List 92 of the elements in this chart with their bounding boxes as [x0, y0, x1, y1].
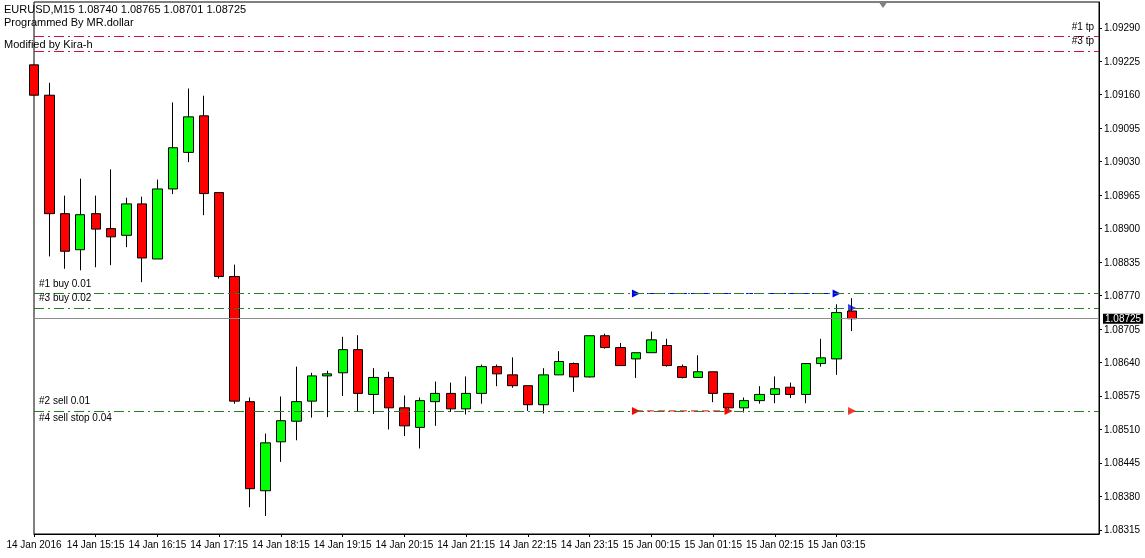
- candlestick: [785, 382, 795, 399]
- candlestick: [353, 334, 363, 413]
- candlestick: [554, 350, 564, 376]
- candlestick: [677, 364, 687, 379]
- candlestick: [492, 364, 502, 387]
- ref-line-label: #3 buy 0.02: [39, 292, 92, 304]
- x-tick-label: 14 Jan 18:15: [252, 538, 311, 550]
- x-tick-label: 14 Jan 16:15: [128, 538, 187, 550]
- candlestick: [415, 397, 425, 450]
- point: [848, 406, 857, 415]
- x-tick-label: 14 Jan 19:15: [313, 538, 373, 550]
- y-tick-label: 1.08705: [1104, 323, 1141, 335]
- candlestick: [322, 370, 332, 418]
- candlestick: [600, 333, 610, 350]
- candlestick: [338, 336, 348, 397]
- y-tick-label: 1.08835: [1104, 256, 1141, 268]
- candlestick: [754, 385, 765, 405]
- ref-line-label: 1.08725: [1105, 313, 1142, 325]
- candlestick: [708, 371, 718, 403]
- candlestick: [662, 338, 672, 368]
- ref-line-label: #2 sell 0.01: [39, 395, 91, 407]
- candlestick: [816, 338, 826, 368]
- candlestick: [152, 179, 163, 260]
- candlestick: [229, 264, 240, 405]
- candlestick: [801, 363, 811, 404]
- candlestick: [260, 433, 271, 517]
- y-tick-label: 1.08510: [1104, 423, 1141, 435]
- x-tick-label: 14 Jan 17:15: [190, 538, 249, 550]
- x-tick-label: 15 Jan 03:15: [807, 538, 866, 550]
- candlestick: [199, 95, 209, 216]
- candlestick: [91, 195, 101, 268]
- y-tick-label: 1.08900: [1104, 223, 1141, 235]
- candlestick: [245, 397, 255, 508]
- ref-line-label: #1 buy 0.01: [39, 277, 92, 289]
- x-tick-label: 15 Jan 01:15: [684, 538, 743, 550]
- candlestick: [183, 88, 194, 163]
- candlestick: [631, 352, 641, 379]
- candlestick: [137, 196, 147, 283]
- candlestick: [538, 367, 549, 414]
- ref-line-label: #1 tp: [1071, 21, 1095, 33]
- x-tick-label: 14 Jan 2016: [6, 538, 62, 550]
- candlestick: [569, 362, 579, 393]
- candlestick: [399, 394, 410, 437]
- y-tick-label: 1.08575: [1104, 390, 1141, 402]
- y-tick-label: 1.08965: [1104, 189, 1141, 201]
- x-tick-label: 15 Jan 02:15: [745, 538, 805, 550]
- x-tick-label: 14 Jan 21:15: [437, 538, 496, 550]
- y-tick-label: 1.09030: [1104, 156, 1141, 168]
- candlestick: [507, 356, 518, 389]
- y-tick-label: 1.09095: [1104, 122, 1141, 134]
- candlestick: [60, 195, 70, 270]
- candlestick: [291, 366, 302, 441]
- candlestick: [461, 375, 471, 416]
- candlestick: [106, 168, 116, 266]
- candlestick: [368, 367, 379, 415]
- candlestick: [693, 354, 703, 378]
- chart-title: EURUSD,M15 1.08740 1.08765 1.08701 1.08725: [4, 2, 247, 15]
- candlestick: [75, 178, 85, 271]
- y-tick-label: 1.09290: [1104, 22, 1141, 34]
- y-tick-label: 1.08315: [1104, 524, 1141, 536]
- x-tick-label: 14 Jan 23:15: [560, 538, 619, 550]
- y-tick-label: 1.08640: [1104, 357, 1141, 368]
- candlestick: [739, 397, 749, 413]
- x-tick-label: 14 Jan 22:15: [499, 538, 558, 550]
- y-tick-label: 1.08380: [1104, 490, 1141, 502]
- candlestick: [523, 385, 533, 412]
- annotation: #4 sell stop 0.04: [39, 412, 113, 424]
- x-tick-label: 15 Jan 00:15: [622, 538, 681, 550]
- annotation: Programmed By MR.dollar: [4, 15, 134, 28]
- ref-line-label: #3 tp: [1071, 35, 1095, 47]
- x-tick-label: 14 Jan 15:15: [66, 538, 126, 550]
- y-tick-label: 1.09225: [1104, 55, 1141, 67]
- y-tick-label: 1.08770: [1104, 290, 1141, 302]
- y-tick-label: 1.09160: [1104, 89, 1141, 101]
- candlestick: [276, 395, 286, 463]
- candlestick: [121, 197, 132, 248]
- candlestick: [446, 382, 456, 413]
- candlestick: [615, 342, 626, 367]
- candlestick: [214, 192, 224, 280]
- y-tick-label: 1.08445: [1104, 457, 1141, 469]
- candlestick: [584, 335, 595, 378]
- x-tick-label: 14 Jan 20:15: [375, 538, 434, 550]
- candlestick: [770, 375, 780, 404]
- candlestick: [307, 372, 317, 419]
- candlestick: [831, 303, 842, 376]
- candlestick: [168, 101, 178, 195]
- candlestick: [44, 82, 55, 257]
- candlestick: [646, 331, 657, 354]
- candlestick: [384, 371, 394, 430]
- candlestick: [430, 381, 440, 427]
- candlestick: [476, 364, 487, 405]
- annotation: Modified by Kira-h: [4, 37, 93, 50]
